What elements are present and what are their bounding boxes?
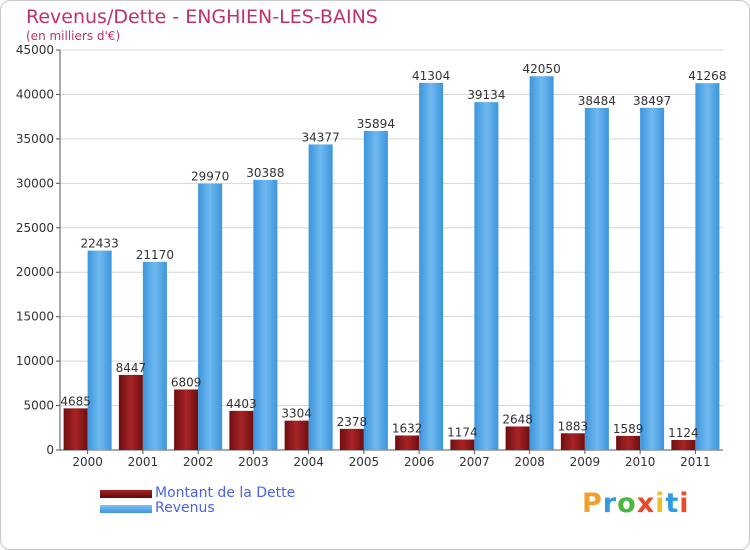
revenue-bar [640,107,665,450]
x-tick-label: 2006 [404,455,435,469]
axes: 0 5000 10000 15000 20000 25000 30000 35000 40000… [16,43,723,469]
debt-bar [560,433,585,450]
revenue-bar [253,179,278,450]
data-label: 22433 [81,237,119,251]
x-tick-label: 2011 [680,455,711,469]
debt-bar [339,428,364,450]
data-label: 41268 [688,69,726,83]
data-label: 4403 [226,397,257,411]
legend-label-debt: Montant de la Dette [155,485,296,501]
data-label: 30388 [246,166,284,180]
data-label: 6809 [171,375,202,389]
data-label: 8447 [116,361,147,375]
data-label: 38484 [578,94,616,108]
logo-letter: x [636,488,656,519]
chart-subtitle: (en milliers d'€) [26,29,121,43]
legend-swatch-revenue [100,505,152,513]
grid-lines [60,49,723,451]
y-tick-label: 15000 [16,310,54,324]
y-tick-label: 5000 [23,399,54,413]
data-label: 35894 [357,117,395,131]
data-label: 41304 [412,69,450,83]
debt-bar [63,408,88,450]
x-tick-label: 2000 [72,455,103,469]
logo-letter: P [582,488,603,519]
x-tick-label: 2008 [514,455,545,469]
y-tick-label: 40000 [16,87,54,101]
debt-bar [118,374,143,450]
revenue-bar [142,261,167,450]
data-label: 3304 [281,407,312,421]
x-tick-label: 2001 [128,455,159,469]
y-tick-label: 20000 [16,265,54,279]
revenue-bar [87,250,112,450]
logo-letter: r [602,488,618,519]
y-tick-label: 45000 [16,43,54,57]
revenue-bar [695,83,720,450]
data-label: 39134 [467,88,505,102]
revenue-bar [474,102,499,451]
data-label: 34377 [302,130,340,144]
y-tick-label: 35000 [16,132,54,146]
data-label: 29970 [191,170,229,184]
data-label: 1589 [613,422,644,436]
y-tick-label: 10000 [16,354,54,368]
logo-letter: o [617,488,637,519]
x-tick-label: 2005 [349,455,380,469]
y-tick-label: 0 [46,443,54,457]
chart-title: Revenus/Dette - ENGHIEN-LES-BAINS [26,6,378,28]
data-label: 21170 [136,248,174,262]
debt-bar [395,435,420,450]
x-tick-label: 2002 [183,455,214,469]
data-label: 4685 [60,394,91,408]
data-label: 2378 [337,415,368,429]
revenue-bar [308,144,333,450]
x-tick-label: 2009 [570,455,601,469]
data-label: 1632 [392,421,423,435]
data-label: 1124 [668,426,699,440]
data-label: 1883 [558,419,589,433]
legend-swatch-debt [100,490,152,498]
data-labels: 4685 22433 8447 21170 6809 29970 4403 30388 3304… [60,62,726,440]
debt-bar [616,435,641,450]
x-tick-label: 2004 [293,455,324,469]
debt-bar [505,426,530,450]
logo-letter: t [665,488,680,519]
x-tick-label: 2007 [459,455,490,469]
logo-letter: i [679,488,690,519]
data-label: 1174 [447,426,478,440]
revenue-bar [198,183,223,450]
y-tick-label: 25000 [16,221,54,235]
logo-letter: i [655,488,666,519]
data-label: 2648 [502,412,533,426]
data-label: 42050 [523,62,561,76]
debt-bar [284,420,309,450]
x-tick-label: 2003 [238,455,269,469]
revenue-bar [584,107,609,451]
proxiti-logo: Proxiti [582,488,690,519]
debt-bar [174,389,199,450]
bars [63,76,720,451]
x-tick-label: 2010 [625,455,656,469]
revenue-bar [529,76,554,450]
debt-bar [671,440,696,450]
legend-label-revenue: Revenus [155,500,215,516]
y-tick-label: 30000 [16,176,54,190]
debt-bar [450,439,475,450]
data-label: 38497 [633,94,671,108]
debt-bar [229,410,254,450]
revenue-bar [419,82,444,450]
revenue-bar [363,130,388,451]
